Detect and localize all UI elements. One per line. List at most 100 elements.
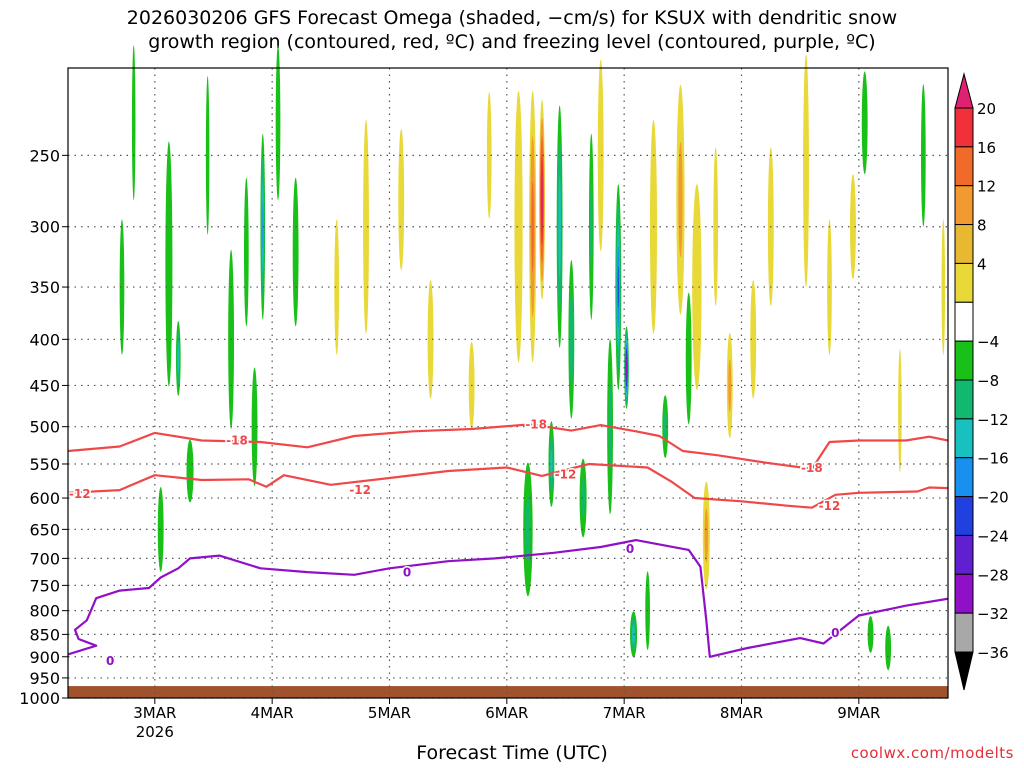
omega-cell [251,367,258,486]
y-tick-label: 650 [29,520,60,539]
colorbar-label: 8 [977,217,987,235]
omega-cell [663,410,667,443]
y-tick-label: 300 [29,218,60,237]
omega-cell [713,147,719,307]
omega-cell [525,495,531,563]
omega-cell [850,174,856,280]
omega-cell [941,219,946,355]
colorbar-label: −8 [977,372,999,390]
chart-title: 2026030206 GFS Forecast Omega (shaded, −… [126,7,898,53]
colorbar: 20 16 12 8 4 −4 −8 −12 −16 −20 −24 −28 −32 −36 [954,72,1009,691]
colorbar-box [954,224,974,264]
colorbar-bottom-arrow [954,651,974,691]
omega-cell [581,478,585,518]
omega-cell [704,508,709,563]
colorbar-label: −20 [977,489,1009,507]
omega-cell [803,54,809,287]
credit-link[interactable]: coolwx.com/modelts [850,744,1014,762]
colorbar-box [954,457,974,498]
contour-label: -12 [555,468,577,482]
omega-cell [186,439,194,503]
omega-cell [569,291,574,387]
contour-label: -12 [69,487,91,501]
omega-cell [750,280,757,399]
y-tick-label: 750 [29,576,60,595]
x-tick-label: 5MAR [368,704,411,722]
x-tick-label: 4MAR [251,704,294,722]
omega-cell [177,342,180,375]
omega-cell [427,280,434,399]
colorbar-box [954,573,974,614]
colorbar-box [954,379,974,420]
omega-cell [334,219,340,355]
omega-cell [558,174,561,279]
colorbar-label: −24 [977,527,1009,545]
contour-label: -12 [349,483,371,497]
omega-cell [398,129,405,271]
colorbar-box [954,612,974,653]
omega-cell [486,92,492,219]
omega-cell [861,71,868,175]
y-tick-label: 850 [29,625,60,644]
omega-cell [292,177,299,327]
omega-cell [244,177,249,327]
y-tick-label: 350 [29,278,60,297]
omega-cell [275,45,281,201]
colorbar-label: 16 [977,139,996,157]
y-tick-label: 1000 [19,689,60,708]
x-tick-sublabel: 2026 [136,723,174,741]
y-tick-label: 450 [29,376,60,395]
omega-cell [131,45,136,201]
colorbar-box [954,340,974,381]
contour-label: 0 [626,542,634,556]
y-tick-label: 900 [29,648,60,667]
x-tick-label: 7MAR [603,704,646,722]
omega-cell [205,75,210,235]
omega-cell [597,59,604,252]
omega-cell [262,203,264,250]
contour-label: -18 [525,417,547,431]
colorbar-top-arrow [954,72,974,109]
contour-label: -18 [226,434,248,448]
y-tick-label: 400 [29,330,60,349]
surface-terrain [68,686,948,698]
plot-frame [67,67,949,699]
omega-cell [867,615,874,653]
omega-cell [685,292,692,425]
omega-cell [119,219,125,355]
omega-cell [678,142,683,258]
omega-cell [165,141,173,387]
contours [68,423,948,658]
contour-label: 0 [106,654,114,668]
y-tick-label: 950 [29,669,60,688]
y-tick-label: 700 [29,549,60,568]
omega-cell [590,180,593,274]
contour-label: -12 [819,499,841,513]
omega-cell [728,359,732,412]
y-axis: 250 300 350 400 450 500 550 600 650 700 750 800 850 9… [19,146,68,708]
omega-cell [617,266,619,308]
x-tick-label: 8MAR [720,704,763,722]
colorbar-label: −28 [977,566,1009,584]
omega-cell [898,349,902,473]
colorbar-label: 12 [977,178,996,196]
y-tick-label: 800 [29,602,60,621]
omega-cell [363,119,369,334]
colorbar-box [954,496,974,536]
x-axis-label: Forecast Time (UTC) [416,742,608,764]
contour-line-0 [68,538,948,658]
colorbar-label: 4 [977,255,987,273]
colorbar-label: −16 [977,450,1009,468]
colorbar-box [954,185,974,226]
colorbar-box [954,146,974,187]
x-tick-label: 3MAR [133,704,176,722]
y-tick-label: 600 [29,489,60,508]
colorbar-box [954,534,974,575]
contour-label: 0 [831,626,839,640]
omega-cell [626,359,627,376]
colorbar-box [954,107,974,148]
colorbar-label: −12 [977,411,1009,429]
omega-cell [541,172,543,227]
